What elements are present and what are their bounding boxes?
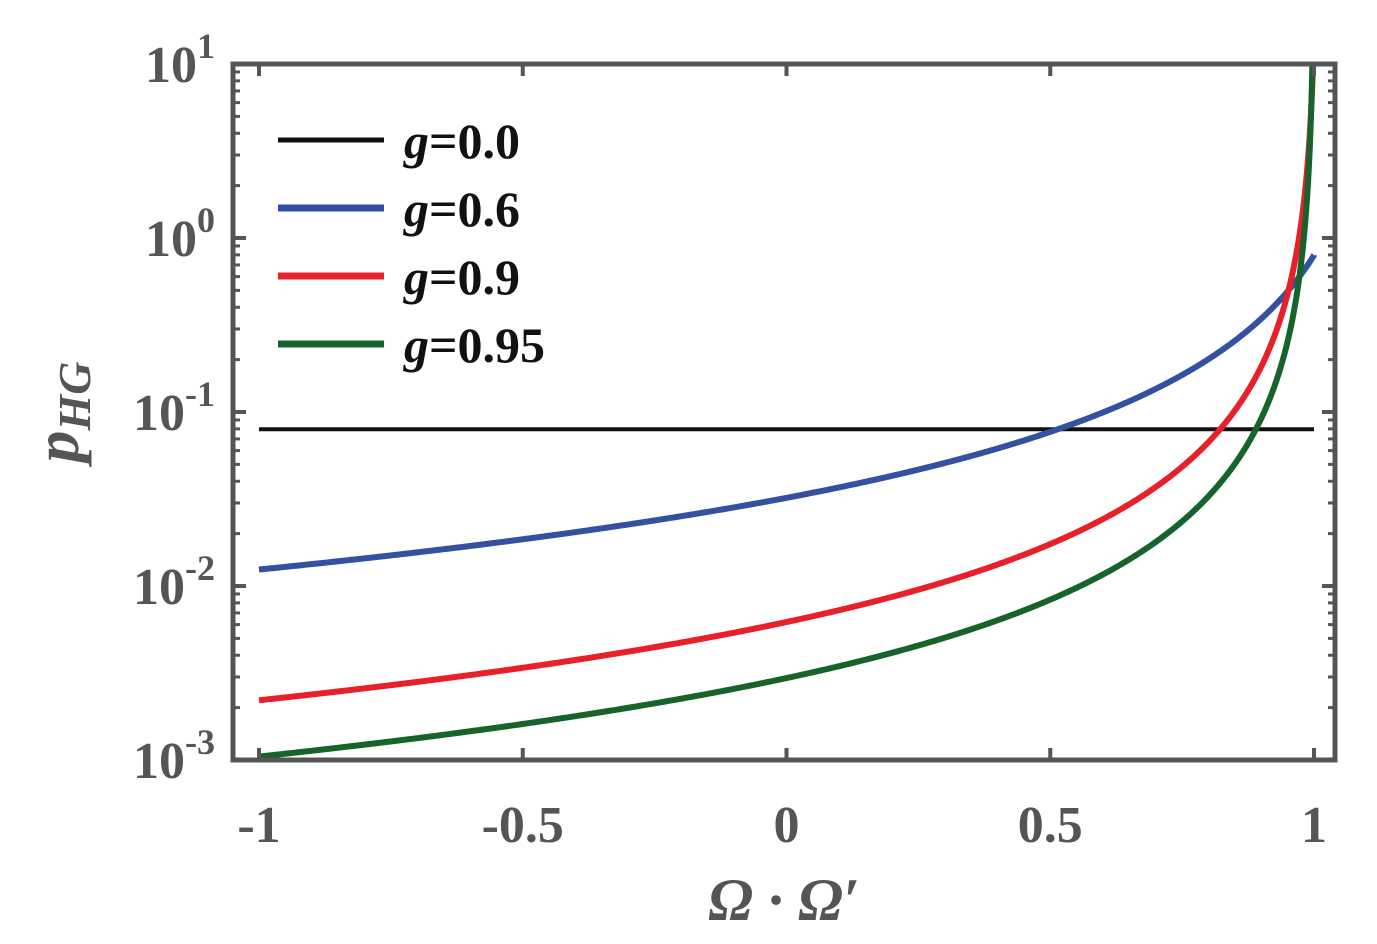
y-axis-label-base: p <box>21 431 92 468</box>
x-tick-label-0: -1 <box>237 797 280 854</box>
x-tick-label-1: -0.5 <box>482 797 564 854</box>
plot-frame <box>230 61 1338 763</box>
ticks-layer: -1 -0.5 0 0.5 1 10-3 10-2 10-1 100 101 <box>133 26 1335 854</box>
y-axis-label: pHG <box>21 362 100 468</box>
legend-label-1: g=0.6 <box>403 181 520 237</box>
x-tick-label-4: 1 <box>1301 797 1327 854</box>
series-line-3 <box>258 64 1316 760</box>
y-tick-label-3: 100 <box>145 200 215 268</box>
y-tick-label-0: 10-3 <box>133 722 215 790</box>
x-axis-label: Ω · Ω′ <box>708 867 859 933</box>
series-line-2 <box>258 64 1317 704</box>
legend-label-2: g=0.9 <box>403 249 520 305</box>
x-tick-label-3: 0.5 <box>1018 797 1083 854</box>
y-tick-label-2: 10-1 <box>133 374 215 442</box>
legend: g=0.0 g=0.6 g=0.9 g=0.95 <box>278 113 545 373</box>
series-line-1 <box>258 252 1317 573</box>
y-tick-label-1: 10-2 <box>133 548 215 616</box>
legend-label-0: g=0.0 <box>403 113 520 169</box>
x-tick-label-2: 0 <box>774 797 800 854</box>
y-tick-label-4: 101 <box>145 26 215 94</box>
legend-label-3: g=0.95 <box>403 317 545 373</box>
y-axis-label-subscript: HG <box>49 362 100 432</box>
series-layer <box>258 64 1317 760</box>
